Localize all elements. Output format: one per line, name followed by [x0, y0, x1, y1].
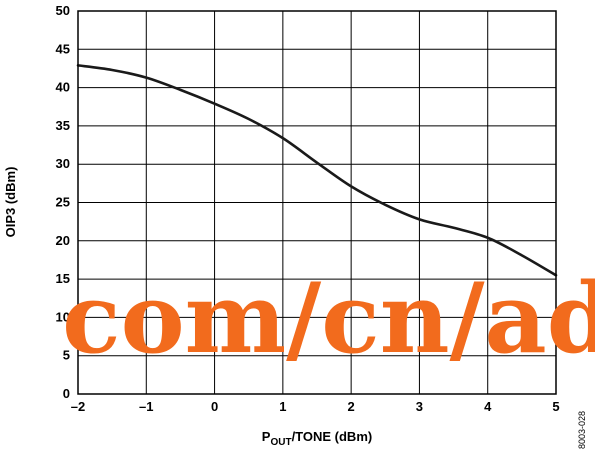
y-tick-label: 45 — [56, 41, 70, 56]
y-axis-label: OIP3 (dBm) — [3, 167, 18, 238]
series-group — [76, 64, 558, 277]
plot-frame — [77, 10, 557, 395]
y-axis-ticks: 0 5 10 15 20 25 30 35 40 45 50 — [56, 3, 70, 401]
y-tick-label: 20 — [56, 233, 70, 248]
figure-id: 8003-028 — [577, 411, 587, 449]
y-tick-label: 35 — [56, 118, 70, 133]
x-axis-label-sub: OUT — [270, 437, 291, 448]
y-tick-label: 5 — [63, 348, 70, 363]
y-tick-label: 30 — [56, 156, 70, 171]
x-tick-label: 5 — [552, 399, 559, 414]
y-tick-label: 50 — [56, 3, 70, 18]
grid — [77, 10, 557, 395]
y-tick-label: 40 — [56, 80, 70, 95]
x-axis-label-main: P — [262, 429, 271, 444]
watermark: com/cn/ad — [62, 262, 595, 375]
series-line-0 — [76, 64, 558, 277]
x-axis-label: POUT/TONE (dBm) — [262, 429, 372, 448]
y-tick-label: 10 — [56, 309, 70, 324]
x-tick-label: 3 — [416, 399, 423, 414]
x-axis-ticks: –2 –1 0 1 2 3 4 5 — [71, 399, 560, 414]
x-tick-label: 0 — [211, 399, 218, 414]
x-axis-label-rest: /TONE (dBm) — [292, 429, 373, 444]
x-tick-label: 1 — [279, 399, 286, 414]
y-tick-label: 15 — [56, 271, 70, 286]
x-tick-label: –2 — [71, 399, 85, 414]
x-tick-label: –1 — [139, 399, 153, 414]
y-tick-label: 0 — [63, 386, 70, 401]
x-tick-label: 4 — [484, 399, 492, 414]
x-tick-label: 2 — [348, 399, 355, 414]
y-tick-label: 25 — [56, 195, 70, 210]
